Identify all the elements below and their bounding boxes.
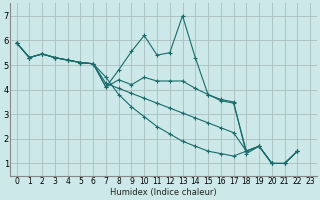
- X-axis label: Humidex (Indice chaleur): Humidex (Indice chaleur): [110, 188, 217, 197]
